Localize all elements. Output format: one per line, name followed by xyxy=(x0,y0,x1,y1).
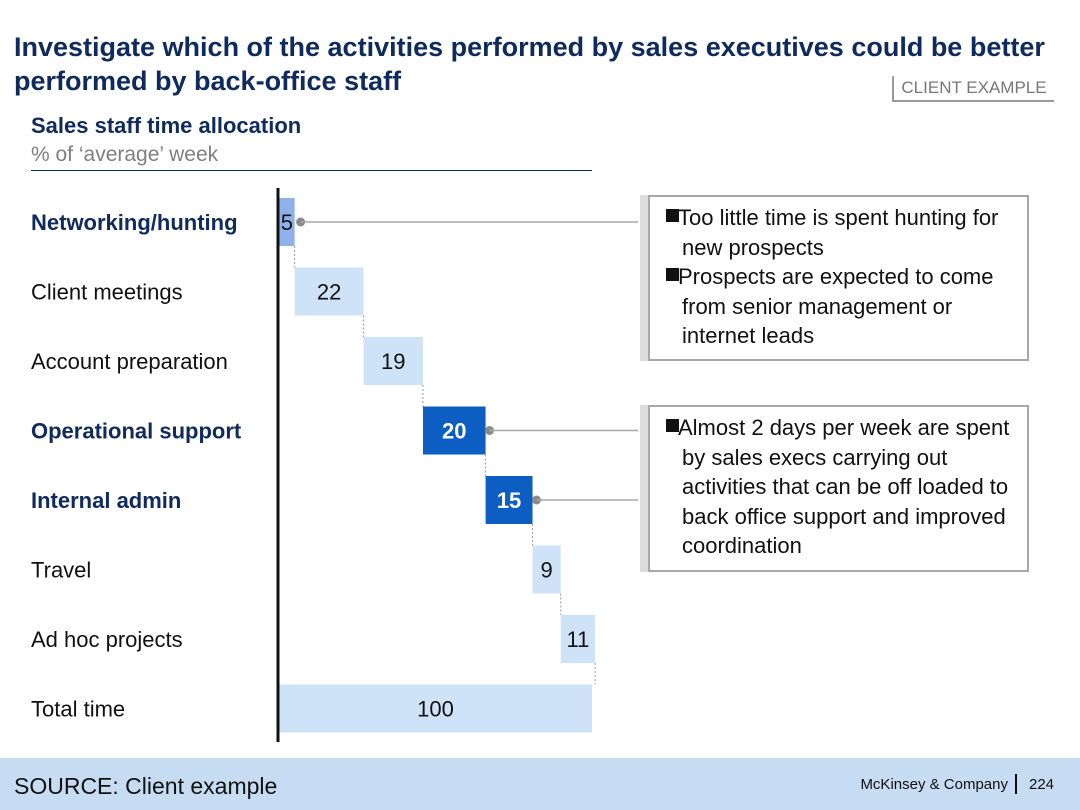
category-label: Travel xyxy=(31,558,91,583)
callout-prospecting: Too little time is spent hunting for new… xyxy=(648,195,1029,361)
category-label: Ad hoc projects xyxy=(31,627,183,652)
bar-value-label: 9 xyxy=(540,558,552,583)
category-label: Networking/hunting xyxy=(31,210,238,235)
bar-value-label: 11 xyxy=(566,627,589,652)
bar-value-label: 19 xyxy=(381,349,405,374)
bar-travel xyxy=(532,545,561,594)
category-label: Internal admin xyxy=(31,488,181,513)
bar-value-label: 5 xyxy=(281,210,293,235)
bar-internal-admin xyxy=(485,476,533,524)
waterfall-chart: 5 Networking/hunting 22 Client meetings 19 Ac… xyxy=(31,188,638,742)
bar-value-label: 100 xyxy=(417,697,454,722)
callout-back-office: Almost 2 days per week are spent by sale… xyxy=(648,405,1029,572)
bar-value-label: 15 xyxy=(497,488,521,513)
subtitle-divider xyxy=(31,170,592,171)
footer-divider xyxy=(1015,774,1017,794)
page-title: Investigate which of the activities perf… xyxy=(14,32,1045,96)
chart-units: % of ‘average’ week xyxy=(31,143,219,166)
category-label: Operational support xyxy=(31,419,242,444)
bar-value-label: 22 xyxy=(317,280,341,305)
category-label: Account preparation xyxy=(31,349,228,374)
footer: SOURCE: Client example McKinsey & Compan… xyxy=(0,758,1080,810)
callout-bullet: Prospects are expected to come from seni… xyxy=(664,262,1017,351)
bar-total-time xyxy=(279,684,592,733)
callout-bullet: Almost 2 days per week are spent by sale… xyxy=(664,413,1017,561)
client-example-badge: CLIENT EXAMPLE xyxy=(892,76,1054,102)
category-label: Total time xyxy=(31,697,125,722)
bar-ad-hoc-projects xyxy=(560,615,596,663)
page-number: 224 xyxy=(1029,776,1055,793)
bar-account-preparation xyxy=(363,337,423,385)
callout-bullet: Too little time is spent hunting for new… xyxy=(664,203,1017,262)
bar-client-meetings xyxy=(294,267,364,316)
category-label: Client meetings xyxy=(31,280,183,305)
source-note: SOURCE: Client example xyxy=(14,773,278,799)
company-name: McKinsey & Company xyxy=(860,776,1008,793)
chart-title: Sales staff time allocation xyxy=(31,113,302,138)
bar-networking-hunting xyxy=(279,198,295,246)
bar-value-label: 20 xyxy=(442,419,466,444)
bar-operational-support xyxy=(422,406,486,455)
